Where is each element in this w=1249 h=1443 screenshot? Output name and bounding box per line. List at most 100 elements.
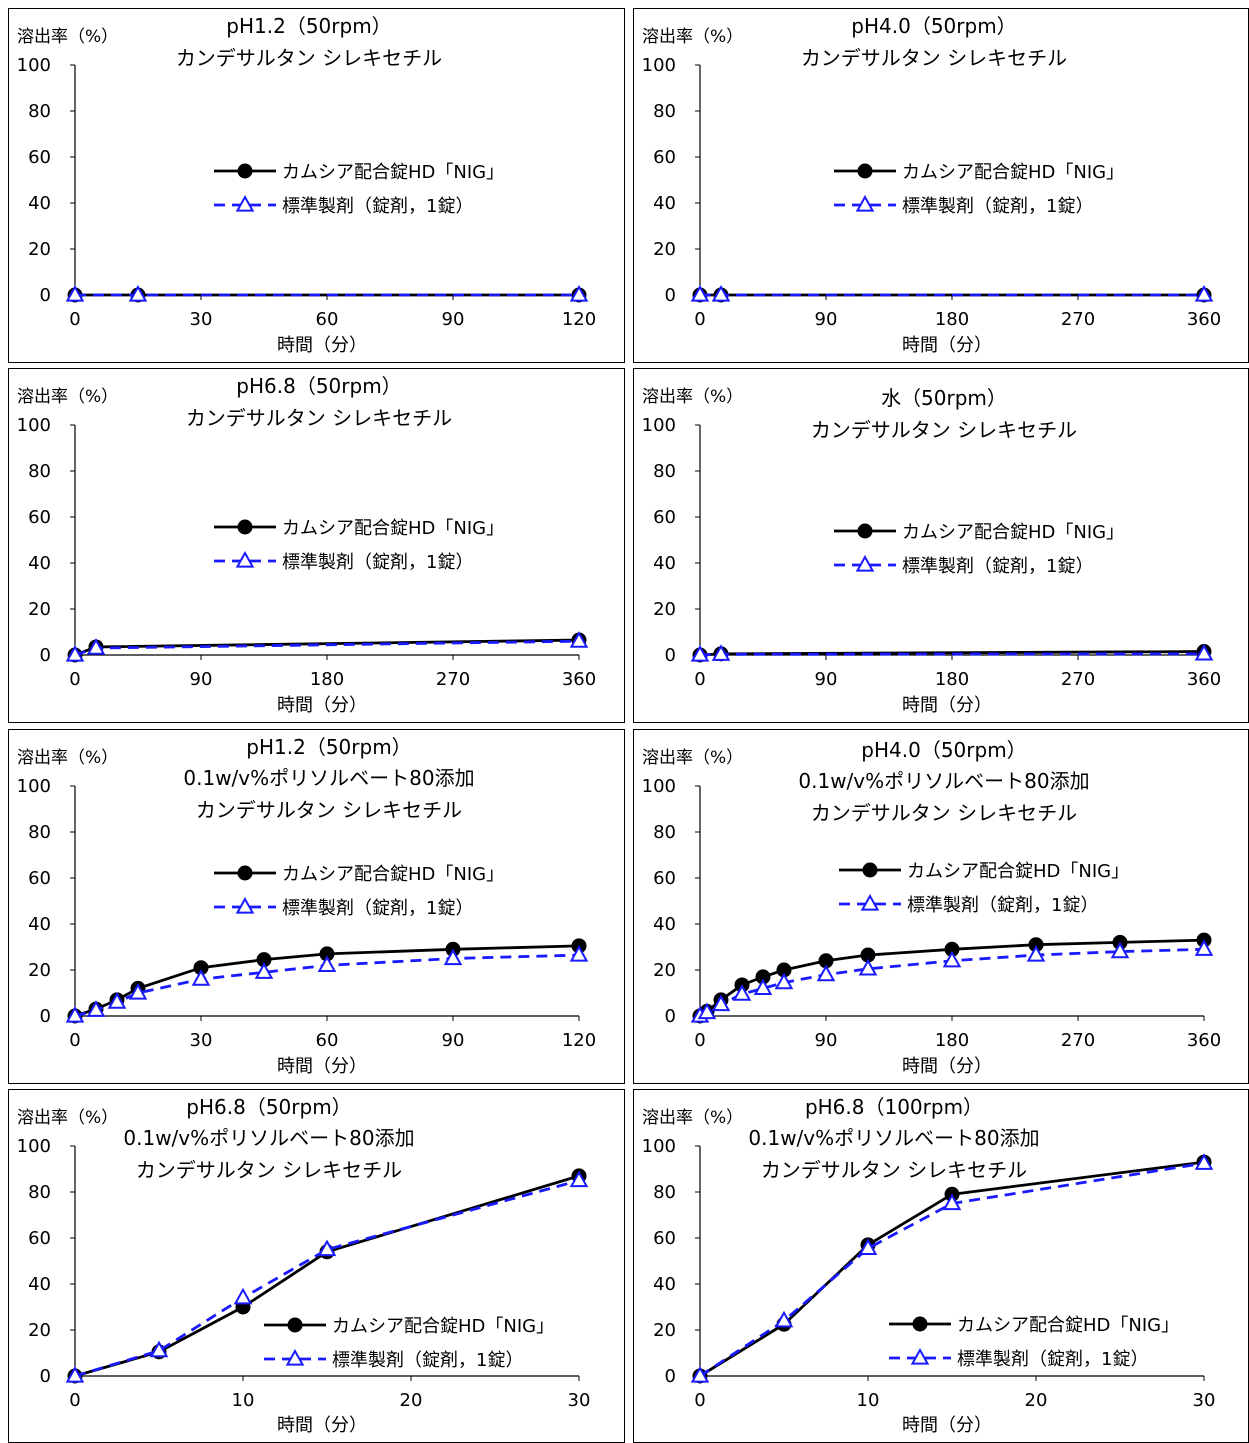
y-tick-label: 60	[28, 147, 51, 168]
y-tick-label: 60	[28, 507, 51, 528]
chart-title-line-1: pH6.8（100rpm）	[805, 1095, 983, 1119]
data-point	[1194, 643, 1214, 661]
data-point	[732, 984, 752, 1001]
legend: カムシア配合錠HD「NIG」標準製剤（錠剤，1錠）	[834, 522, 1124, 577]
y-tick-label: 100	[642, 55, 676, 76]
x-tick-label: 30	[568, 1390, 591, 1411]
y-tick-label: 20	[653, 960, 676, 981]
legend-marker	[860, 893, 880, 911]
x-tick-label: 60	[316, 1030, 339, 1051]
data-point	[65, 644, 85, 662]
chart-svg: 0 20 40 60 80 100 0 30 60 90 120 溶出率（%） 時間（分） pH1.2（5…	[17, 735, 597, 1077]
x-tick-label: 90	[815, 669, 838, 690]
chart-svg: 0 20 40 60 80 100 0 10 20 30 溶出率（%） 時間（分） pH6.8（100r…	[642, 1095, 1216, 1436]
x-tick-label: 270	[1061, 309, 1095, 330]
y-tick-label: 60	[653, 147, 676, 168]
legend-marker	[285, 1348, 305, 1366]
data-point	[816, 964, 836, 982]
x-axis-label: 時間（分）	[277, 1056, 367, 1077]
series-line	[74, 1179, 580, 1378]
legend: カムシア配合錠HD「NIG」標準製剤（錠剤，1錠）	[214, 162, 504, 217]
y-tick-label: 20	[653, 239, 676, 260]
y-tick-label: 80	[653, 822, 676, 843]
y-tick-label: 60	[653, 868, 676, 889]
y-tick-label: 40	[28, 914, 51, 935]
x-tick-label: 90	[815, 1030, 838, 1051]
legend: カムシア配合錠HD「NIG」標準製剤（錠剤，1錠）	[264, 1316, 554, 1371]
data-point	[443, 948, 463, 966]
chart-title-line-1: 水（50rpm）	[881, 386, 1007, 410]
x-tick-label: 0	[694, 1390, 705, 1411]
y-tick-label: 20	[28, 960, 51, 981]
x-tick-label: 180	[310, 669, 344, 690]
chart-title-line-2: 0.1w/v%ポリソルベート80添加	[748, 1126, 1039, 1150]
data-point	[711, 644, 731, 661]
chart-svg: 0 20 40 60 80 100 0 90 180 270 360 溶出率（%） 時間（分） pH6.8…	[17, 374, 597, 716]
data-point	[753, 978, 773, 995]
series-2	[65, 631, 589, 662]
y-axis-label: 溶出率（%）	[642, 387, 743, 407]
data-point	[569, 284, 589, 302]
series-2	[690, 284, 1214, 302]
data-point	[690, 1365, 710, 1383]
data-point	[690, 644, 710, 662]
y-axis-label: 溶出率（%）	[17, 27, 118, 47]
y-tick-label: 100	[17, 1136, 51, 1157]
x-tick-label: 360	[1187, 669, 1221, 690]
chart-title-line-2: カンデサルタン シレキセチル	[186, 406, 452, 430]
legend-label: カムシア配合錠HD「NIG」	[282, 864, 504, 885]
y-tick-label: 40	[653, 553, 676, 574]
y-tick-label: 80	[28, 822, 51, 843]
legend-label: カムシア配合錠HD「NIG」	[907, 861, 1129, 882]
legend-label: 標準製剤（錠剤，1錠）	[282, 196, 473, 217]
y-tick-label: 80	[28, 461, 51, 482]
y-tick-label: 0	[665, 285, 676, 306]
chart-title-line-2: カンデサルタン シレキセチル	[176, 46, 442, 70]
chart-title-line-3: カンデサルタン シレキセチル	[196, 798, 462, 822]
y-tick-label: 20	[28, 599, 51, 620]
x-tick-label: 90	[442, 309, 465, 330]
x-tick-label: 10	[232, 1390, 255, 1411]
y-tick-label: 60	[653, 1228, 676, 1249]
y-axis-label: 溶出率（%）	[17, 748, 118, 768]
y-tick-label: 40	[653, 193, 676, 214]
y-tick-label: 20	[28, 1320, 51, 1341]
x-tick-label: 10	[857, 1390, 880, 1411]
chart-title-line-2: カンデサルタン シレキセチル	[811, 418, 1077, 442]
data-point	[233, 1287, 253, 1305]
x-tick-label: 360	[562, 669, 596, 690]
chart-panel-8: 0 20 40 60 80 100 0 10 20 30 溶出率（%） 時間（分） pH6.8（100r…	[633, 1089, 1249, 1443]
chart-panel-1: 0 20 40 60 80 100 0 30 60 90 120 溶出率（%） 時間（分） pH1.2（5…	[8, 8, 625, 363]
chart-title-line-2: カンデサルタン シレキセチル	[801, 46, 1067, 70]
x-axis-label: 時間（分）	[277, 695, 367, 716]
y-tick-label: 40	[28, 553, 51, 574]
x-axis-label: 時間（分）	[902, 1415, 992, 1436]
y-tick-label: 0	[40, 645, 51, 666]
chart-panel-7: 0 20 40 60 80 100 0 10 20 30 溶出率（%） 時間（分） pH6.8（50rp…	[8, 1089, 625, 1443]
x-tick-label: 30	[1193, 1390, 1216, 1411]
x-tick-label: 0	[69, 309, 80, 330]
x-tick-label: 270	[1061, 1030, 1095, 1051]
y-tick-label: 40	[28, 1274, 51, 1295]
y-tick-label: 20	[653, 1320, 676, 1341]
y-tick-label: 20	[653, 599, 676, 620]
data-point	[86, 638, 106, 655]
data-point	[1110, 941, 1130, 959]
y-tick-label: 100	[642, 415, 676, 436]
chart-panel-5: 0 20 40 60 80 100 0 30 60 90 120 溶出率（%） 時間（分） pH1.2（5…	[8, 729, 625, 1084]
data-point	[128, 284, 148, 302]
y-axis-label: 溶出率（%）	[642, 27, 743, 47]
y-tick-label: 0	[40, 1366, 51, 1387]
data-point	[65, 1365, 85, 1383]
series-1	[67, 938, 587, 1024]
data-point	[1194, 939, 1214, 956]
x-tick-label: 180	[935, 669, 969, 690]
data-point	[690, 284, 710, 302]
data-point	[711, 284, 731, 302]
legend: カムシア配合錠HD「NIG」標準製剤（錠剤，1錠）	[834, 162, 1124, 217]
x-tick-label: 20	[400, 1390, 423, 1411]
legend-label: 標準製剤（錠剤，1錠）	[332, 1350, 523, 1371]
series-2	[65, 945, 589, 1023]
data-point	[107, 992, 127, 1009]
chart-title-line-2: 0.1w/v%ポリソルベート80添加	[183, 766, 474, 790]
